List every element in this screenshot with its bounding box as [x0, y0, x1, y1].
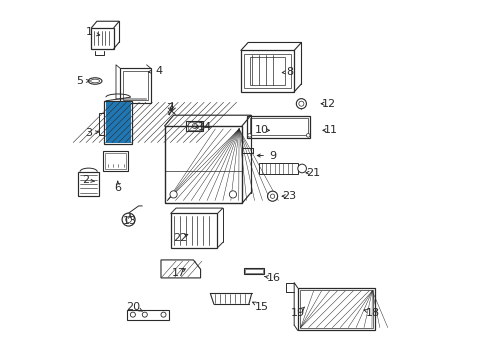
- Text: 20: 20: [126, 302, 141, 312]
- Bar: [91, 28, 114, 49]
- Text: 21: 21: [306, 168, 320, 178]
- Text: 19: 19: [290, 308, 304, 318]
- Circle shape: [298, 101, 303, 106]
- Circle shape: [267, 191, 277, 201]
- Circle shape: [306, 134, 309, 137]
- Bar: [244, 268, 263, 274]
- Text: 18: 18: [366, 308, 380, 318]
- Circle shape: [122, 213, 135, 226]
- Bar: [120, 68, 151, 103]
- Text: 2: 2: [81, 175, 89, 185]
- Circle shape: [247, 134, 251, 137]
- Text: 3: 3: [85, 128, 92, 138]
- Bar: [170, 213, 217, 248]
- Text: 5: 5: [76, 76, 83, 86]
- Text: 7: 7: [166, 103, 173, 113]
- Bar: [127, 310, 168, 320]
- Bar: [297, 288, 374, 330]
- Bar: [105, 153, 126, 169]
- Bar: [105, 102, 130, 143]
- Circle shape: [125, 217, 131, 222]
- Circle shape: [170, 191, 177, 198]
- Bar: [103, 151, 127, 171]
- Circle shape: [297, 164, 306, 173]
- Text: 1: 1: [85, 27, 92, 37]
- Circle shape: [161, 312, 166, 317]
- Circle shape: [229, 191, 236, 198]
- Bar: [104, 101, 132, 144]
- Text: 9: 9: [268, 150, 276, 161]
- Text: 14: 14: [198, 122, 211, 132]
- Text: 11: 11: [323, 125, 337, 135]
- Circle shape: [142, 312, 147, 317]
- Bar: [187, 122, 202, 130]
- Bar: [247, 116, 310, 138]
- Bar: [186, 121, 203, 131]
- Text: 12: 12: [322, 99, 335, 109]
- Bar: [241, 50, 294, 92]
- Text: 16: 16: [266, 273, 281, 283]
- Bar: [164, 126, 242, 203]
- Text: 13: 13: [123, 216, 137, 226]
- Bar: [299, 290, 372, 328]
- Bar: [258, 163, 297, 174]
- Circle shape: [130, 312, 135, 317]
- Text: 6: 6: [114, 183, 121, 193]
- Bar: [123, 71, 148, 100]
- Bar: [99, 113, 104, 135]
- Bar: [78, 172, 99, 196]
- Text: 15: 15: [254, 302, 268, 312]
- Bar: [244, 54, 290, 88]
- Bar: [244, 269, 262, 273]
- Text: 23: 23: [282, 191, 296, 201]
- Circle shape: [270, 194, 274, 198]
- Text: 4: 4: [155, 66, 162, 76]
- Bar: [249, 118, 307, 135]
- Bar: [249, 57, 285, 85]
- Text: 22: 22: [173, 233, 187, 243]
- Text: 17: 17: [172, 268, 185, 278]
- Text: 10: 10: [254, 125, 268, 135]
- Circle shape: [296, 99, 306, 109]
- Text: 8: 8: [285, 67, 292, 77]
